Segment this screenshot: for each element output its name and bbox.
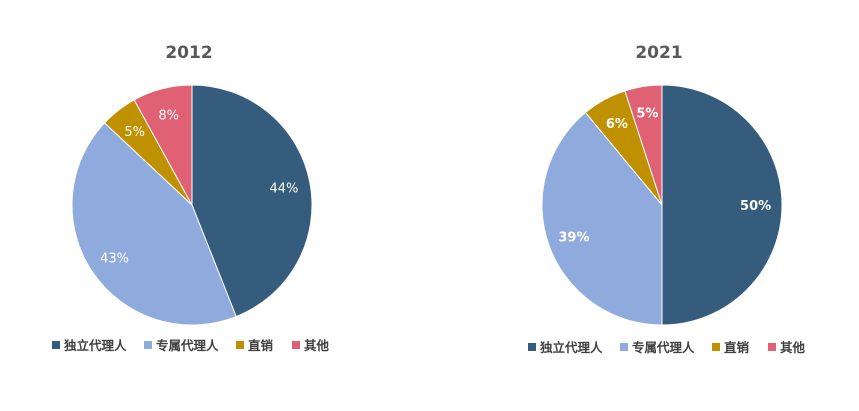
slice-data-label: 39% (558, 231, 589, 246)
slice-data-label: 43% (100, 252, 129, 267)
legend-label: 其他 (780, 340, 806, 355)
chart-2021: 2021 50% 39% 6% 5% 独立代理人 专属代理人 直销 其他 (528, 43, 806, 355)
pie-slices (541, 84, 783, 326)
legend-label: 专属代理人 (632, 340, 695, 355)
legend-label: 其他 (304, 338, 330, 353)
pie-slice-4 (133, 84, 193, 206)
slice-data-label: 50% (740, 199, 771, 214)
pie-slice-2 (71, 122, 237, 326)
legend-label: 直销 (724, 340, 750, 355)
pie-slice-1 (191, 84, 313, 318)
legend-swatch (236, 341, 244, 349)
legend-swatch (52, 341, 60, 349)
pie-slice-1 (661, 84, 783, 326)
slice-data-label: 8% (158, 108, 179, 123)
legend-label: 直销 (248, 338, 274, 353)
legend-swatch (712, 343, 720, 351)
pie-slice-2 (541, 111, 663, 326)
chart-title: 2012 (165, 43, 212, 63)
pie-labels: 50% 39% 6% 5% (558, 107, 771, 246)
legend: 独立代理人 专属代理人 直销 其他 (528, 340, 806, 355)
slice-data-label: 6% (606, 117, 628, 132)
pie-slice-4 (624, 84, 663, 206)
legend-swatch (768, 343, 776, 351)
legend-swatch (620, 343, 628, 351)
legend-swatch (144, 341, 152, 349)
legend-swatch (292, 341, 300, 349)
legend: 独立代理人 专属代理人 直销 其他 (52, 338, 330, 353)
slice-data-label: 5% (124, 125, 145, 140)
legend-label: 独立代理人 (539, 340, 603, 355)
slice-data-label: 44% (269, 181, 298, 196)
slice-data-label: 5% (636, 107, 658, 122)
chart-2012: 2012 44% 43% 5% 8% 独立代理人 专属代理人 直销 其他 (52, 43, 330, 353)
legend-label: 专属代理人 (156, 338, 219, 353)
pie-labels: 44% 43% 5% 8% (100, 108, 298, 266)
legend-label: 独立代理人 (63, 338, 127, 353)
pie-slices (71, 84, 313, 326)
chart-title: 2021 (635, 43, 682, 63)
legend-swatch (528, 343, 536, 351)
